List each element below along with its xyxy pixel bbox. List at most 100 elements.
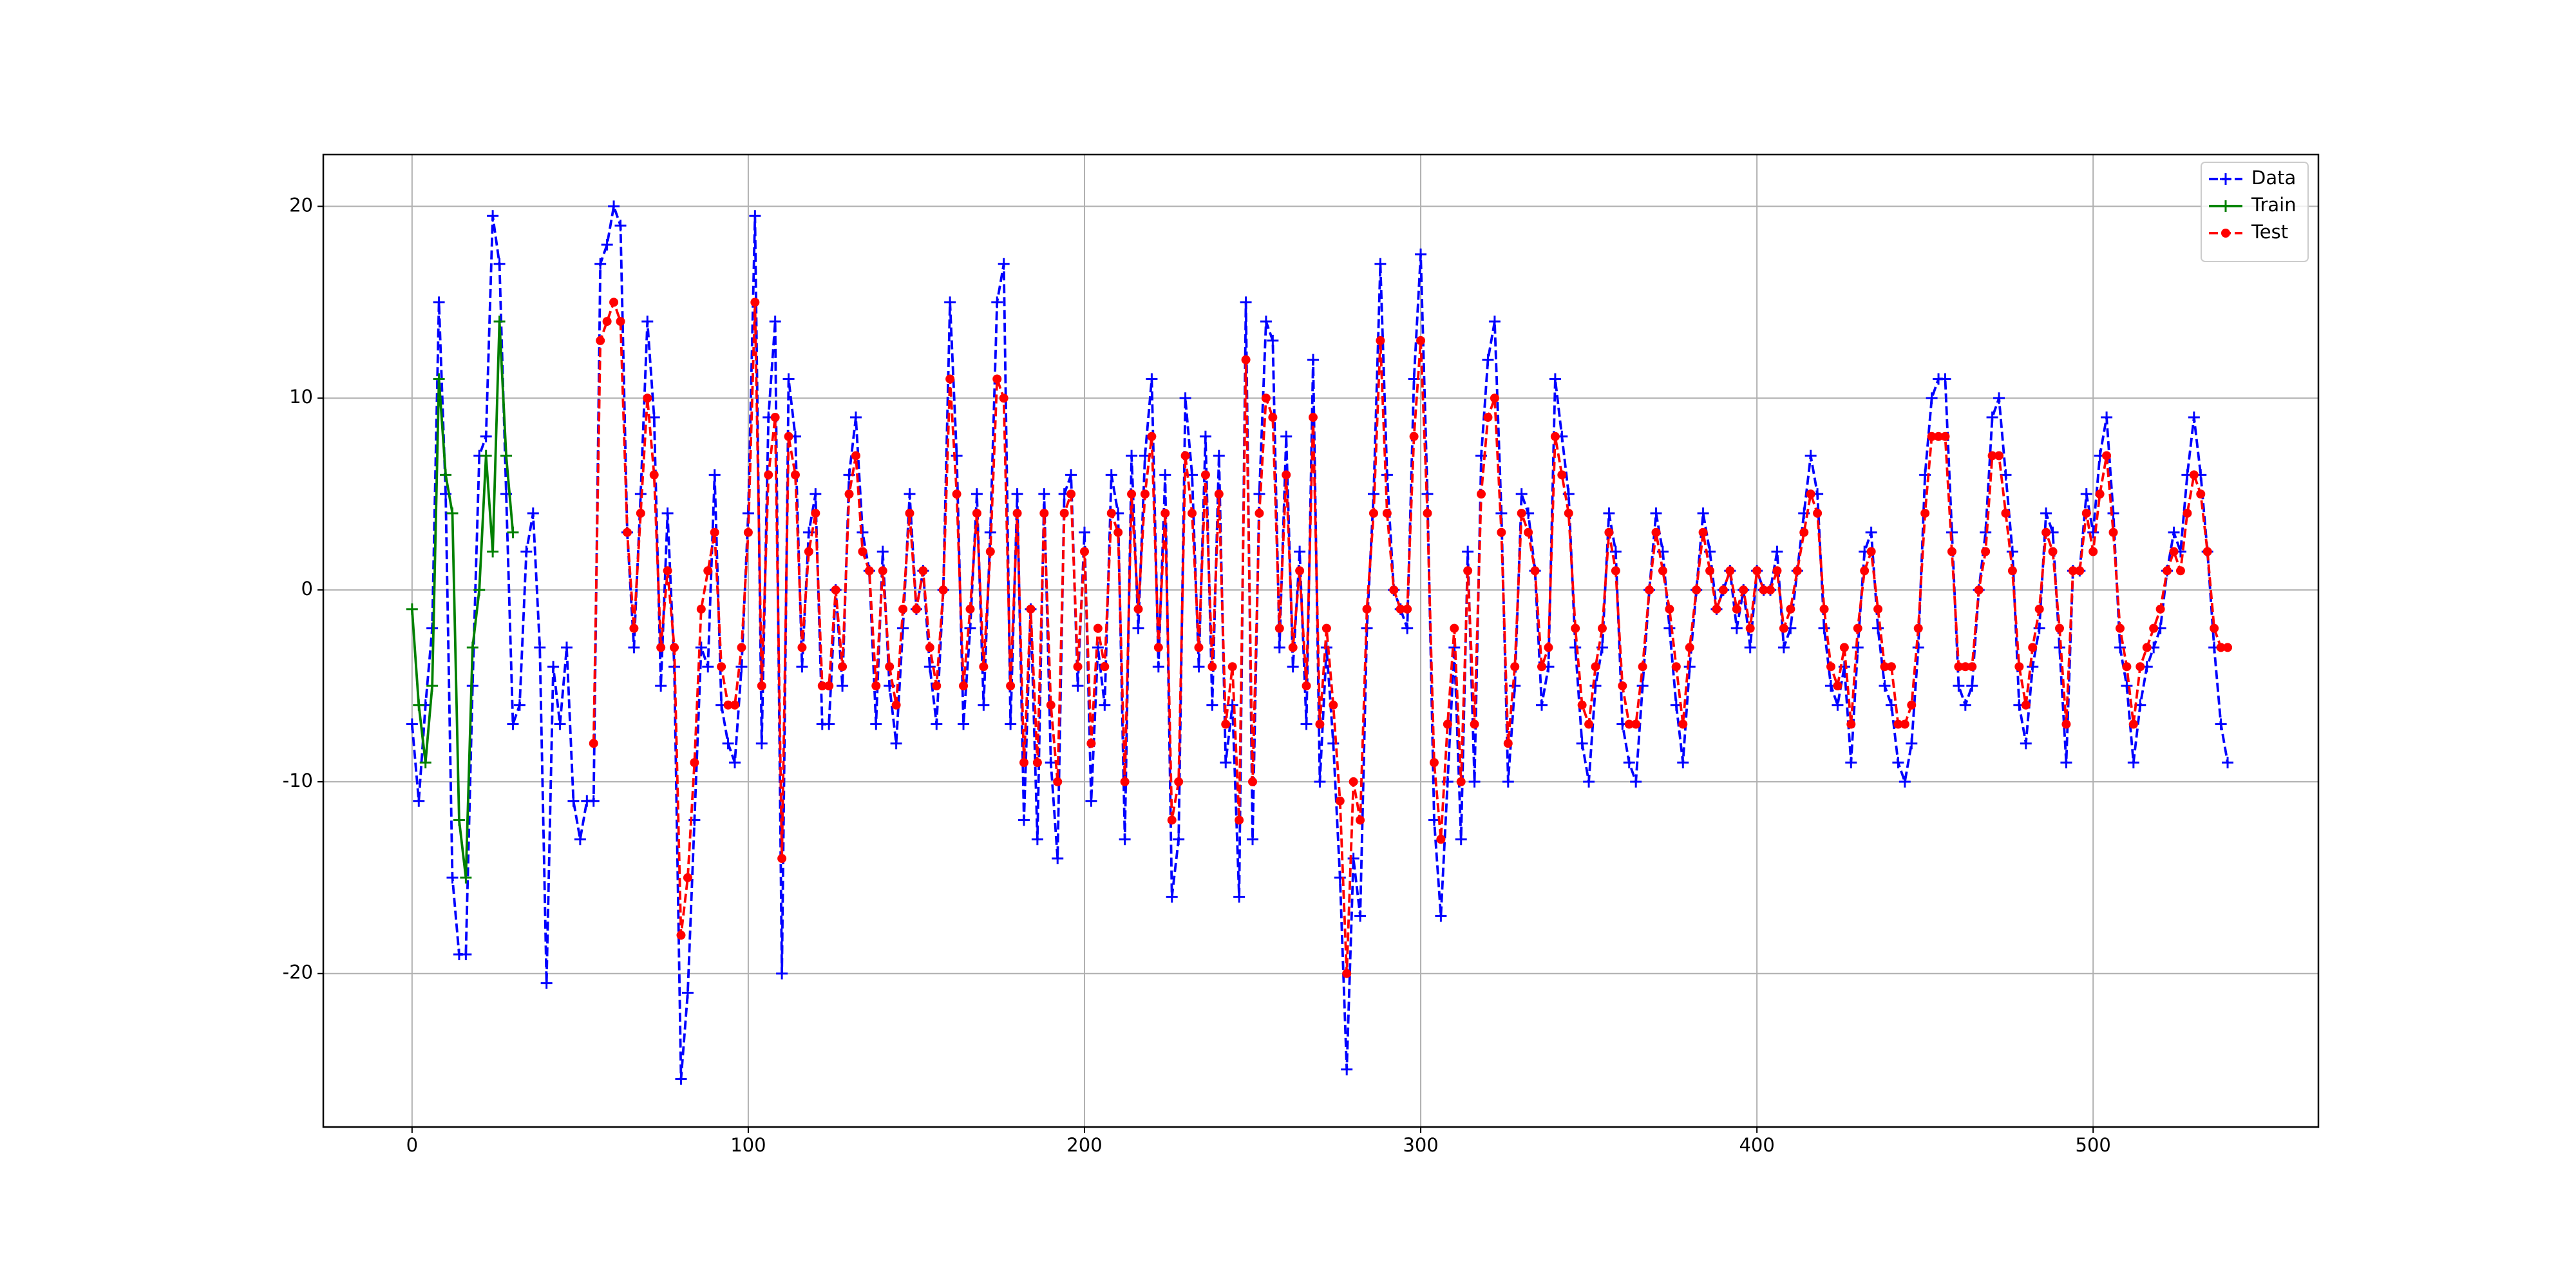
point (923, 661, 936, 673)
point (2088, 547, 2098, 556)
point (1779, 623, 1788, 633)
point (1651, 527, 1661, 537)
point (2087, 526, 2099, 538)
point (999, 393, 1009, 403)
point (1308, 413, 1318, 422)
point (1188, 508, 1197, 518)
point (729, 757, 741, 769)
point (1073, 662, 1083, 672)
point (2055, 623, 2065, 633)
point (1488, 316, 1501, 328)
point (1589, 679, 1602, 692)
point (885, 662, 895, 672)
point (1389, 585, 1399, 595)
point (1294, 545, 1306, 558)
point (2014, 662, 2024, 672)
point (891, 700, 901, 710)
point (1261, 393, 1271, 403)
point (770, 413, 780, 422)
point (2149, 623, 2159, 633)
point (1038, 488, 1050, 500)
point (1032, 758, 1042, 768)
point (2041, 527, 2051, 537)
series-line (592, 301, 2228, 975)
point (1072, 679, 1084, 692)
point (1745, 623, 1755, 633)
point (2081, 508, 2091, 518)
point (824, 681, 834, 690)
point (1011, 488, 1023, 500)
point (1839, 643, 1849, 652)
y-tick-label: -20 (283, 961, 313, 983)
y-tick-label: 10 (289, 386, 313, 408)
point (1604, 527, 1614, 537)
point (540, 977, 553, 989)
point (589, 739, 598, 748)
point (554, 718, 566, 730)
point (1490, 393, 1499, 403)
point (1477, 489, 1486, 499)
point (1777, 641, 1790, 654)
point (1280, 430, 1293, 442)
point (2095, 489, 2105, 499)
point (1671, 662, 1681, 672)
point (1227, 662, 1237, 672)
point (643, 393, 652, 403)
point (1152, 661, 1164, 673)
point (683, 873, 692, 882)
legend-label: Train (2251, 194, 2297, 216)
point (944, 296, 956, 308)
point (1752, 566, 1762, 576)
point (1220, 757, 1232, 769)
point (1683, 661, 1696, 673)
point (717, 662, 726, 672)
point (1959, 699, 1971, 711)
point (487, 210, 499, 222)
point (1274, 623, 1284, 633)
point (1678, 719, 1688, 729)
point (710, 527, 719, 537)
point (1436, 835, 1446, 844)
axes-frame (322, 153, 2320, 1128)
point (1120, 777, 1130, 786)
point (460, 871, 472, 884)
point (722, 737, 734, 750)
point (838, 662, 848, 672)
point (1213, 450, 1225, 462)
point (587, 795, 600, 807)
point (2102, 451, 2112, 460)
point (466, 641, 478, 654)
point (1994, 451, 2004, 460)
point (1255, 508, 1264, 518)
point (1235, 815, 1244, 825)
point (817, 681, 827, 690)
point (413, 795, 425, 807)
point (1502, 775, 1514, 788)
point (1571, 623, 1580, 633)
point (938, 585, 948, 595)
point (1099, 699, 1111, 711)
point (2127, 757, 2139, 769)
point (1712, 604, 1721, 614)
point (1576, 737, 1588, 750)
point (426, 679, 439, 692)
point (810, 488, 822, 500)
point (749, 210, 761, 222)
point (1065, 469, 1077, 481)
point (1906, 737, 1918, 750)
point (1119, 833, 1131, 846)
point (1665, 604, 1674, 614)
point (1233, 891, 1245, 903)
point (655, 679, 667, 692)
point (1718, 585, 1728, 595)
point (534, 641, 546, 654)
point (1267, 334, 1279, 346)
point (661, 507, 674, 519)
point (1806, 489, 1815, 499)
point (2061, 719, 2071, 729)
point (2027, 661, 2039, 673)
point (1966, 679, 1978, 692)
point (755, 737, 768, 750)
point (1603, 507, 1615, 519)
